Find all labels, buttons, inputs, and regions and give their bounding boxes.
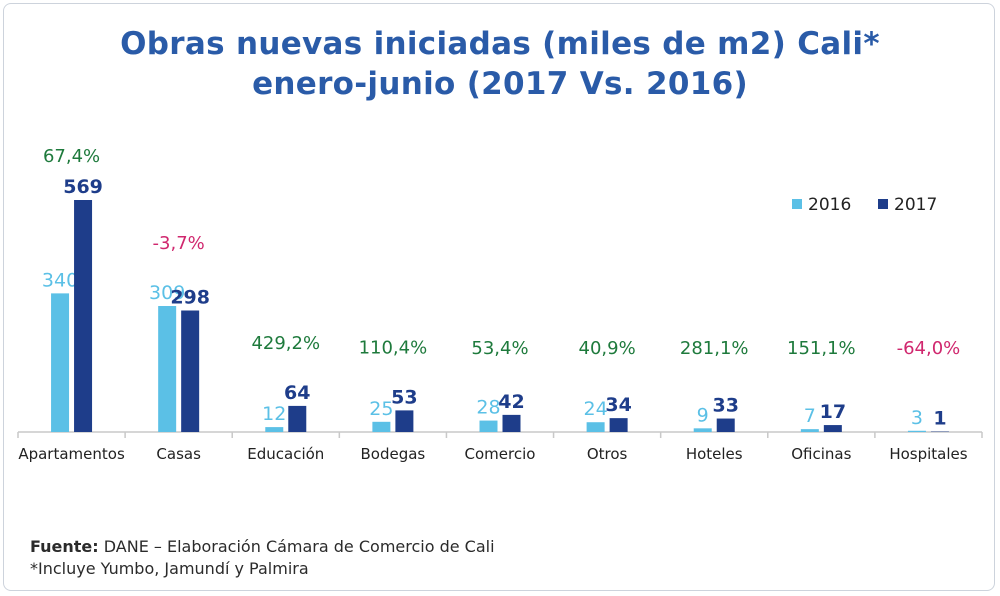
change-label: 151,1% <box>787 338 856 359</box>
data-label-2017: 53 <box>391 386 417 408</box>
change-label: 110,4% <box>359 337 428 358</box>
data-label-2016: 7 <box>804 405 816 427</box>
change-label: -3,7% <box>153 233 205 254</box>
data-label-2016: 3 <box>911 407 923 429</box>
legend-label-2017: 2017 <box>894 195 937 215</box>
bar-2017 <box>74 200 93 432</box>
data-label-2016: 28 <box>476 397 500 419</box>
legend-swatch-2016 <box>792 199 802 209</box>
bar-2016 <box>265 427 284 432</box>
change-label: 281,1% <box>680 338 749 359</box>
category-label: Bodegas <box>361 445 426 463</box>
change-label: 429,2% <box>251 333 320 354</box>
legend-swatch-2017 <box>878 199 888 209</box>
data-label-2016: 9 <box>697 404 709 426</box>
footer-note: *Incluye Yumbo, Jamundí y Palmira <box>30 559 309 578</box>
chart-title-line1: Obras nuevas iniciadas (miles de m2) Cal… <box>120 26 880 62</box>
source-label: Fuente: <box>30 537 99 556</box>
category-label: Educación <box>247 445 324 463</box>
footer-source: Fuente: DANE – Elaboración Cámara de Com… <box>30 537 495 556</box>
chart-title-line2: enero-junio (2017 Vs. 2016) <box>252 66 748 102</box>
bar-2016 <box>907 430 926 432</box>
category-label: Oficinas <box>791 445 851 463</box>
category-label: Hoteles <box>686 445 743 463</box>
bar-2017 <box>181 310 200 432</box>
chart-frame <box>3 3 995 591</box>
category-label: Hospitales <box>889 445 967 463</box>
category-label: Otros <box>587 445 628 463</box>
bar-2016 <box>51 293 70 432</box>
data-label-2016: 12 <box>262 403 286 425</box>
bar-2016 <box>693 428 712 432</box>
bar-2017 <box>609 418 628 432</box>
source-text: DANE – Elaboración Cámara de Comercio de… <box>98 537 495 556</box>
bar-2016 <box>586 422 605 432</box>
bar-2016 <box>800 429 819 432</box>
category-label: Apartamentos <box>18 445 125 463</box>
data-label-2016: 340 <box>42 269 78 291</box>
data-label-2016: 309 <box>149 282 185 304</box>
bar-2017 <box>395 410 414 432</box>
legend-label-2016: 2016 <box>808 195 851 215</box>
bar-2017 <box>288 405 307 432</box>
data-label-2017: 1 <box>933 408 946 430</box>
change-label: 40,9% <box>579 338 636 359</box>
data-label-2017: 17 <box>820 401 846 423</box>
data-label-2017: 33 <box>712 395 738 417</box>
bar-2016 <box>479 420 498 432</box>
category-label: Comercio <box>465 445 536 463</box>
bar-2017 <box>716 418 735 432</box>
change-label: 53,4% <box>471 338 528 359</box>
bar-2017 <box>823 425 842 432</box>
change-label: 67,4% <box>43 146 100 167</box>
change-label: -64,0% <box>897 338 961 359</box>
data-label-2016: 25 <box>369 398 393 420</box>
data-label-2017: 298 <box>170 286 210 308</box>
data-label-2017: 42 <box>498 391 524 413</box>
category-label: Casas <box>156 445 201 463</box>
bar-2016 <box>372 421 391 432</box>
data-label-2017: 34 <box>605 394 631 416</box>
data-label-2017: 64 <box>284 382 310 404</box>
bar-2016 <box>158 306 177 432</box>
bar-2017 <box>502 414 521 432</box>
data-label-2016: 24 <box>584 398 608 420</box>
data-label-2017: 569 <box>63 176 103 198</box>
